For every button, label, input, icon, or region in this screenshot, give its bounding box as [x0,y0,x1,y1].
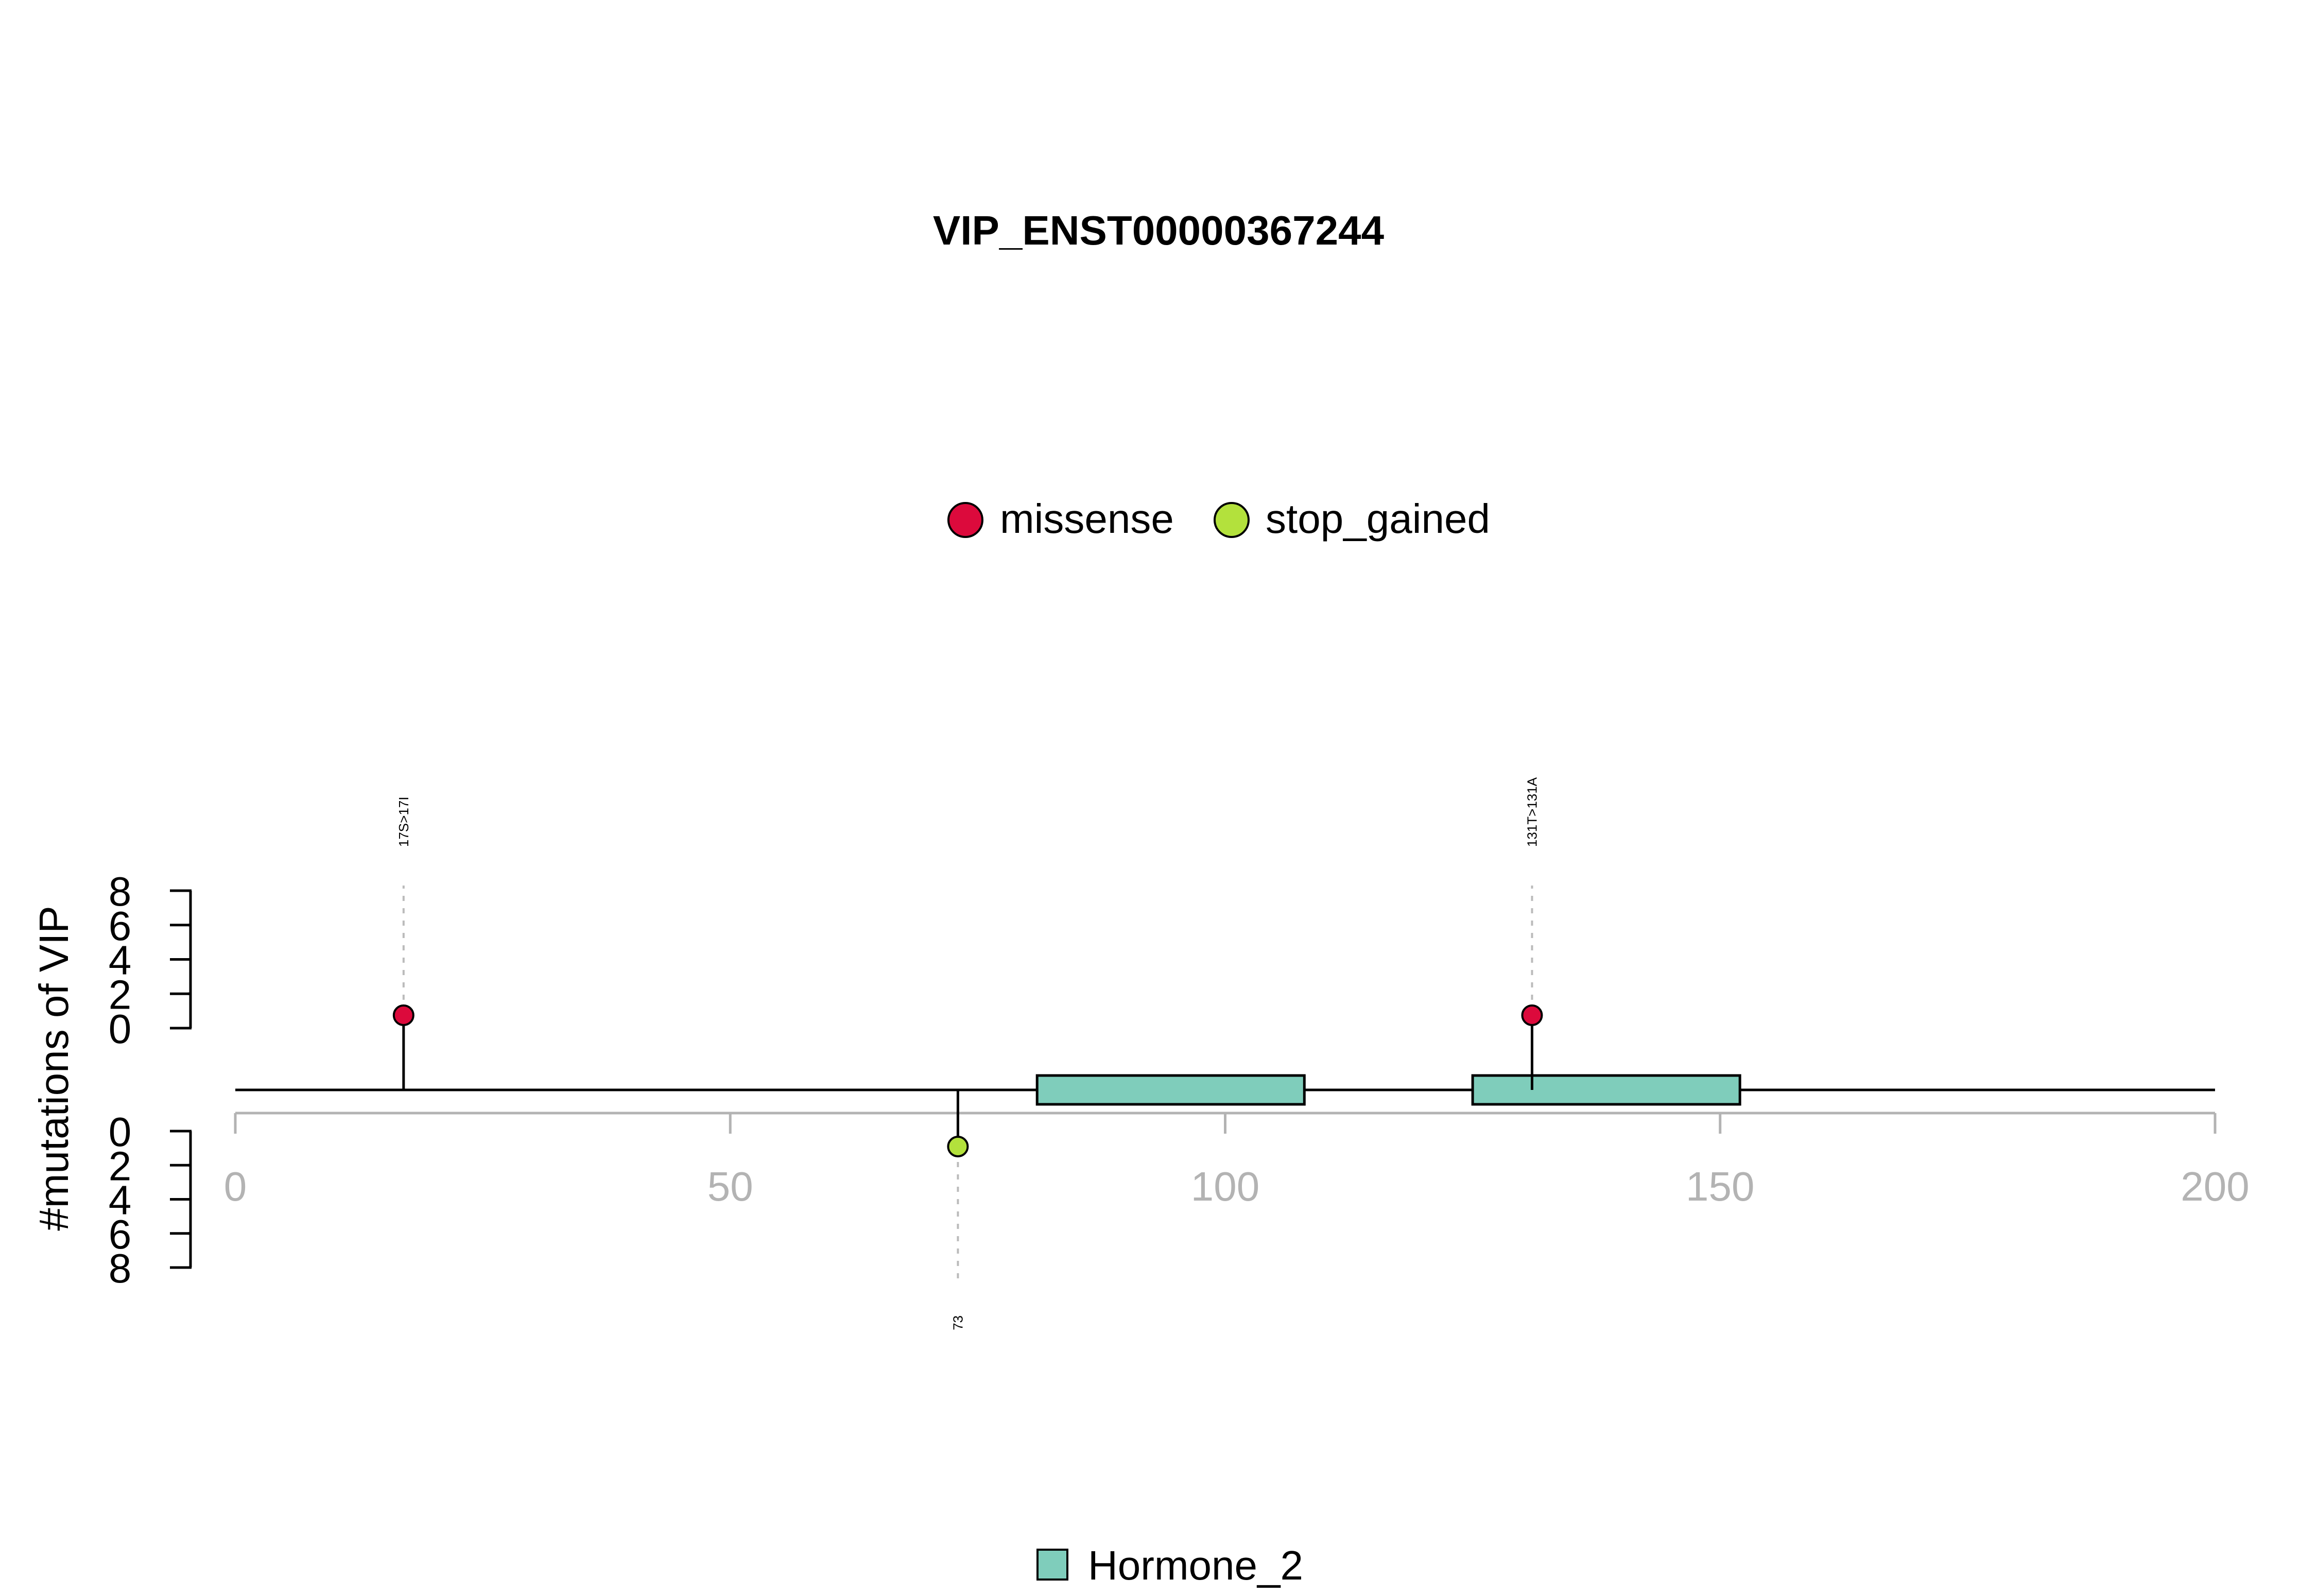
legend-stop-gained-label: stop_gained [1266,496,1490,542]
y-tick-label: 2 [109,972,132,1017]
domain-hormone-2 [1471,1074,1741,1106]
x-tick-label: 200 [2181,1164,2249,1209]
x-tick-label: 0 [224,1164,247,1209]
x-axis: 0 50 100 150 200 [224,1112,2250,1209]
x-tick-label: 50 [707,1164,753,1209]
y-tick-label: 4 [109,1177,132,1223]
mutation-point-missense [392,1004,414,1026]
mutation-lollipop: 17S>17I [392,796,414,1090]
mutation-lollipop: 73 [947,1090,969,1330]
mutation-lollipop: 131T>131A [1521,777,1543,1090]
y-tick-label: 8 [109,1245,132,1291]
y-tick-label: 8 [109,869,132,914]
y-tick-label: 6 [109,903,132,949]
legend-stop-gained-swatch [1214,502,1250,538]
x-ticks: 0 50 100 150 200 [224,1113,2250,1209]
mutations: 17S>17I 131T>131A 73 [392,777,1543,1330]
y-tick-label: 4 [109,938,132,983]
y-tick-label: 2 [109,1143,132,1189]
domain-hormone-2 [1035,1074,1306,1106]
y-tick-label: 0 [109,1006,132,1052]
mutation-label: 131T>131A [1524,777,1540,847]
y-tick-label: 0 [109,1109,132,1155]
legend-hormone-2-swatch [1036,1549,1068,1581]
domains [1035,1074,1741,1106]
chart-title: VIP_ENST00000367244 [933,207,1385,253]
legend-hormone-2-label: Hormone_2 [1088,1542,1303,1588]
legend-missense-label: missense [1000,496,1174,542]
mutation-point-stop_gained [947,1136,969,1157]
mutation-point-missense [1521,1004,1543,1026]
legend-bottom: Hormone_2 [1036,1542,1303,1588]
mutation-label: 73 [950,1315,965,1330]
x-tick-label: 100 [1191,1164,1259,1209]
y-axis-label: #mutations of VIP [31,906,77,1230]
y-tick-label: 6 [109,1211,132,1257]
mutation-label: 17S>17I [396,796,411,847]
legend-top: missense stop_gained [947,496,1490,542]
x-tick-label: 150 [1686,1164,1754,1209]
legend-missense-swatch [947,502,983,538]
